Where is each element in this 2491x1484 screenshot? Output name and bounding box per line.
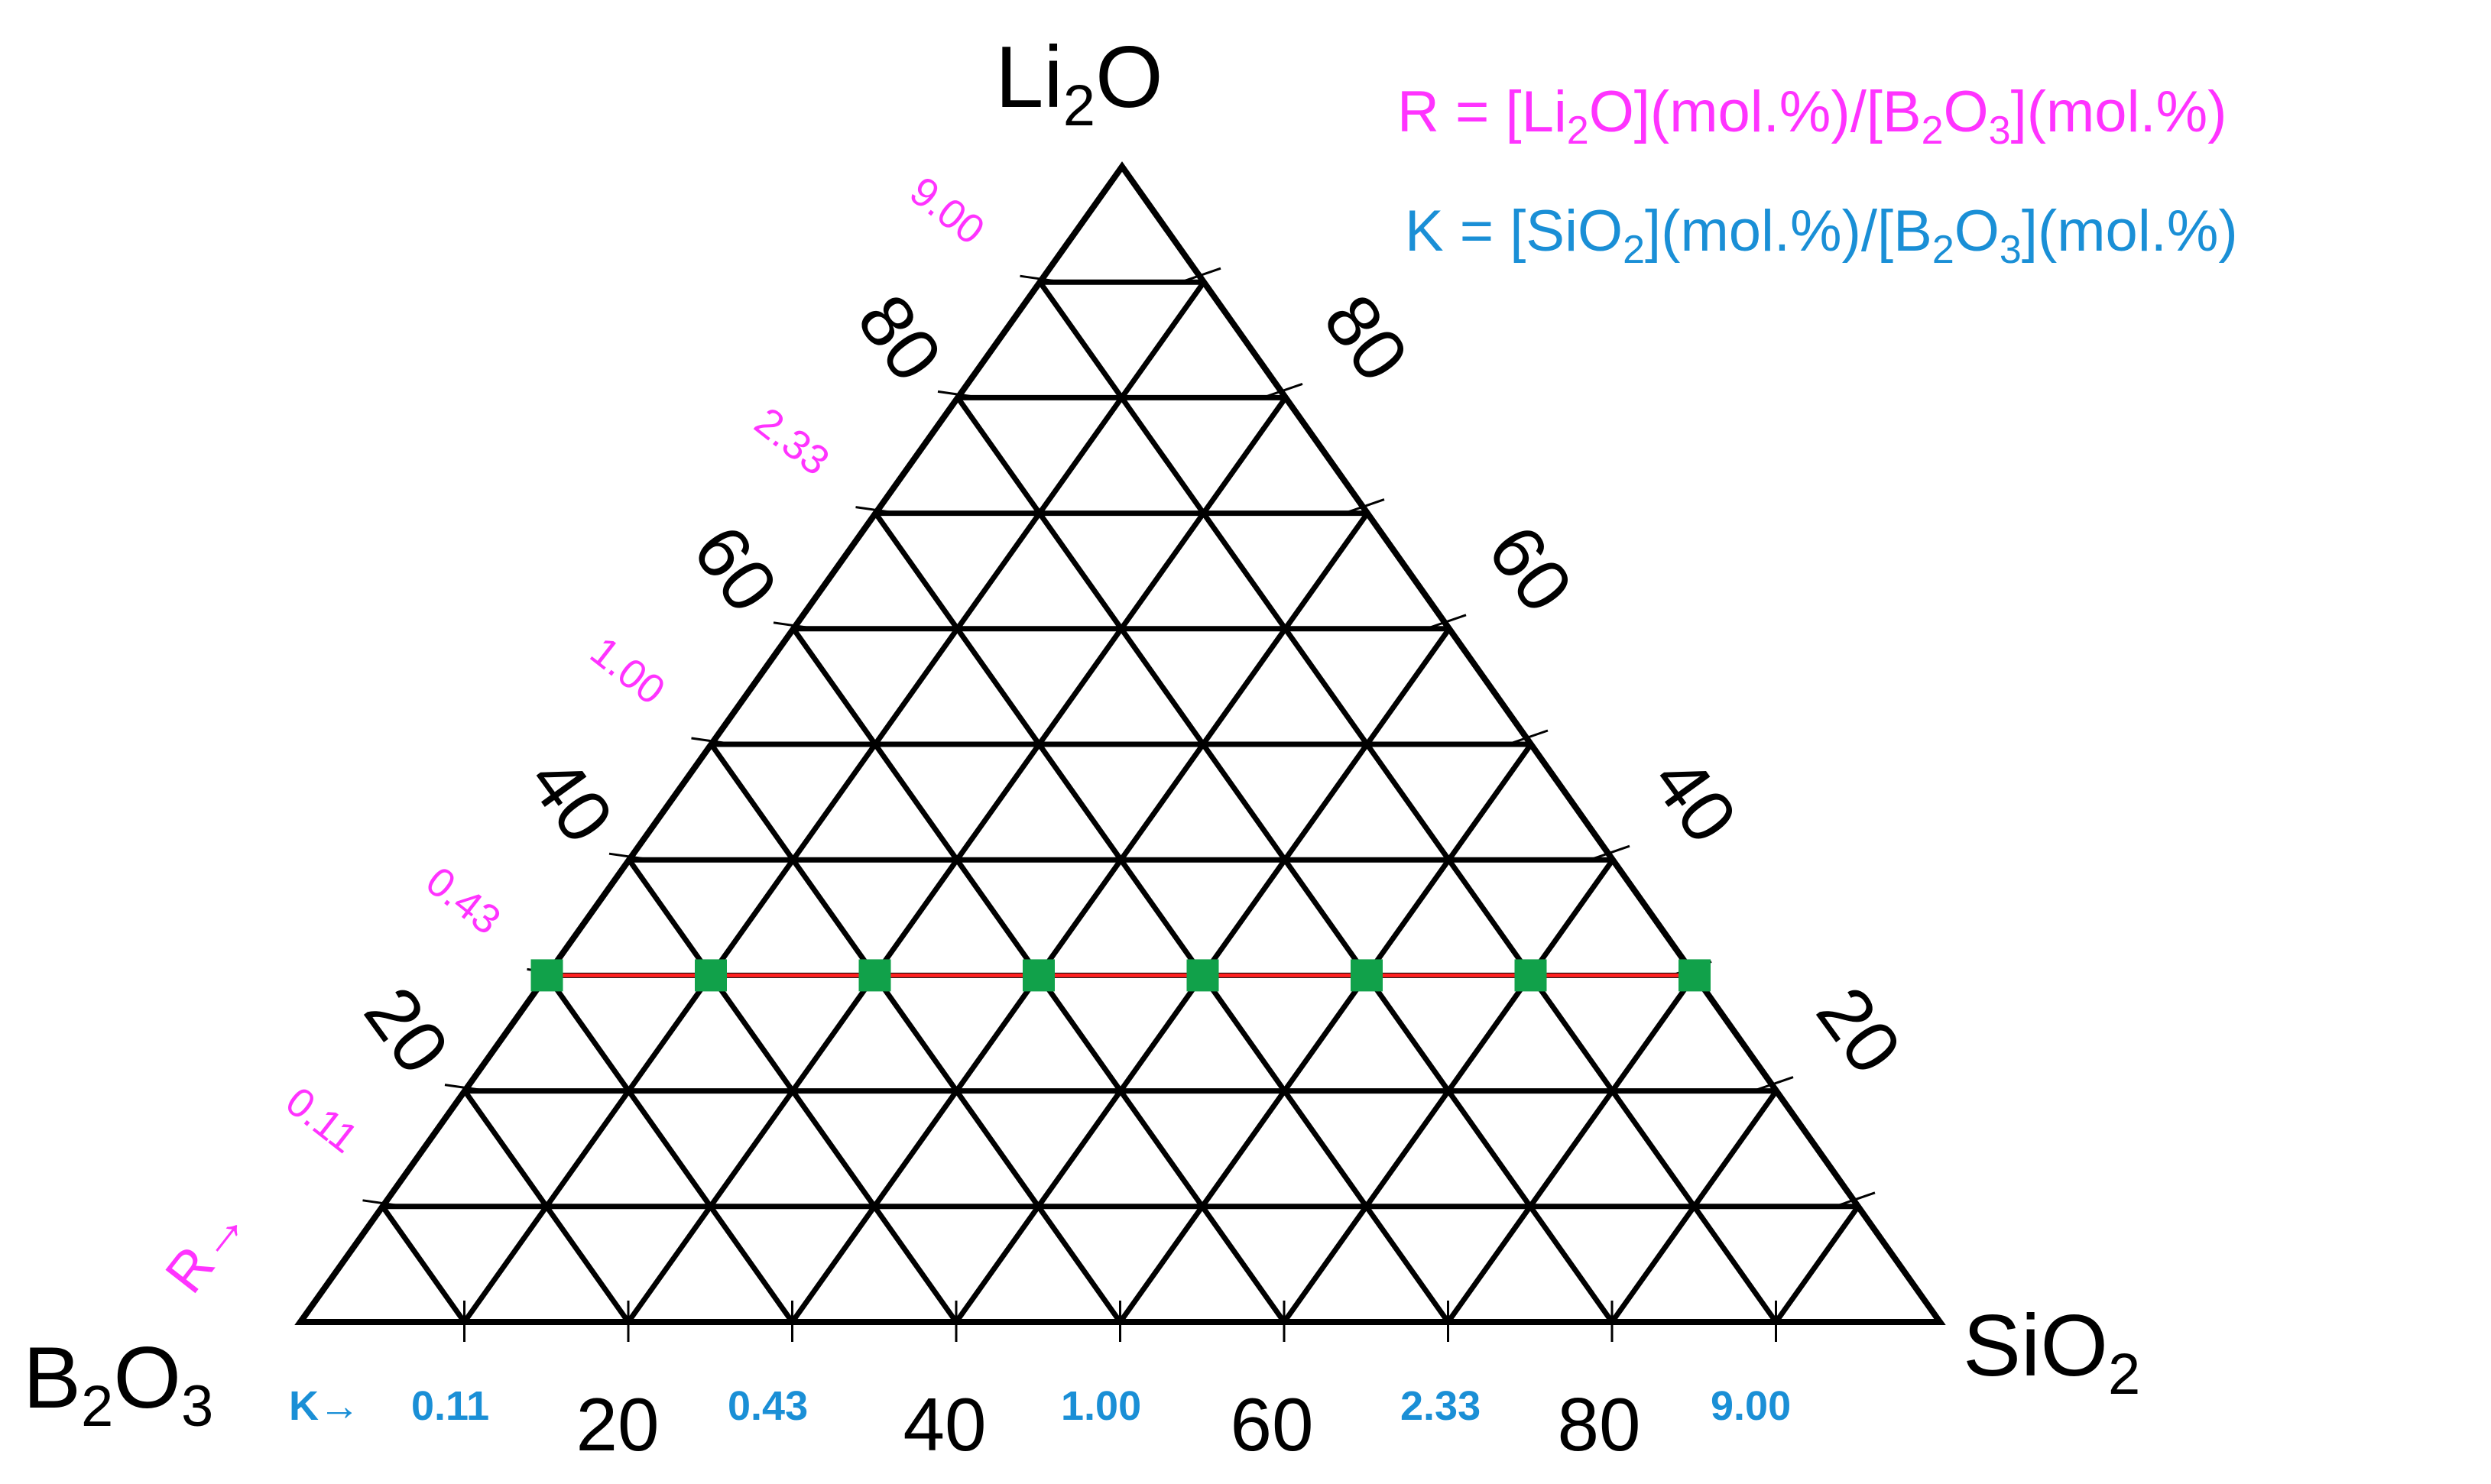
grid-line-sio2 bbox=[462, 279, 1207, 1325]
sample-point bbox=[1023, 959, 1055, 992]
right-scale-40: 40 bbox=[1636, 741, 1753, 858]
sample-point bbox=[1351, 959, 1383, 992]
vertex-label-b2o3: B2O3 bbox=[23, 1330, 213, 1439]
grid-line-sio2 bbox=[1609, 1088, 1779, 1325]
k-axis-arrow: K→ bbox=[289, 1383, 360, 1429]
grid-line-sio2 bbox=[790, 510, 1370, 1325]
r-tick-label: 0.11 bbox=[277, 1078, 367, 1162]
left-scale-20: 20 bbox=[349, 972, 465, 1089]
sample-point bbox=[1514, 959, 1547, 992]
sample-point bbox=[695, 959, 727, 992]
bottom-scale-40: 40 bbox=[903, 1382, 986, 1466]
sample-points bbox=[530, 959, 1711, 992]
grid-line-b2o3 bbox=[462, 1088, 631, 1325]
left-scale-40: 40 bbox=[513, 741, 630, 858]
right-scale-80: 80 bbox=[1308, 280, 1425, 397]
bottom-scale-20: 20 bbox=[576, 1382, 659, 1466]
bottom-scale-60: 60 bbox=[1230, 1382, 1313, 1466]
grid-line-b2o3 bbox=[380, 1204, 467, 1325]
legend-r-definition: R = [Li2O](mol.%)/[B2O3](mol.%) bbox=[1397, 79, 2227, 153]
k-tick-label: 0.11 bbox=[411, 1383, 489, 1429]
r-tick-label: 9.00 bbox=[901, 168, 993, 254]
right-scale-60: 60 bbox=[1472, 510, 1589, 627]
bottom-scale-80: 80 bbox=[1557, 1382, 1640, 1466]
grid-line-sio2 bbox=[1281, 857, 1616, 1325]
k-tick-label: 1.00 bbox=[1061, 1383, 1141, 1429]
grid-line-sio2 bbox=[1445, 972, 1698, 1325]
grid-line-sio2 bbox=[1117, 741, 1534, 1325]
left-scale-60: 60 bbox=[677, 510, 794, 627]
grid-line-b2o3 bbox=[1037, 279, 1779, 1325]
vertex-label-sio2: SiO2 bbox=[1963, 1298, 2140, 1407]
k-tick-label: 9.00 bbox=[1711, 1383, 1791, 1429]
grid-line-b2o3 bbox=[626, 857, 959, 1325]
vertex-label-li2o: Li2O bbox=[995, 29, 1163, 138]
grid-lines bbox=[380, 279, 1861, 1325]
grid-line-b2o3 bbox=[544, 972, 795, 1325]
grid-line-b2o3 bbox=[873, 510, 1451, 1325]
sample-point bbox=[530, 959, 563, 992]
k-tick-label: 2.33 bbox=[1400, 1383, 1481, 1429]
r-axis-arrow: R→ bbox=[154, 1192, 260, 1304]
r-tick-label: 1.00 bbox=[582, 628, 673, 714]
legend-k-definition: K = [SiO2](mol.%)/[B2O3](mol.%) bbox=[1405, 199, 2238, 272]
r-tick-label: 2.33 bbox=[746, 399, 838, 484]
sample-point bbox=[1679, 959, 1711, 992]
r-tick-label: 0.43 bbox=[417, 858, 509, 944]
grid-line-sio2 bbox=[1773, 1204, 1861, 1325]
triangle-frame bbox=[294, 161, 1946, 1325]
left-scale-80: 80 bbox=[842, 280, 958, 397]
sample-point bbox=[1186, 959, 1219, 992]
k-tick-label: 0.43 bbox=[728, 1383, 808, 1429]
right-scale-20: 20 bbox=[1801, 972, 1918, 1089]
grid-line-b2o3 bbox=[709, 741, 1123, 1325]
sample-point bbox=[858, 959, 891, 992]
